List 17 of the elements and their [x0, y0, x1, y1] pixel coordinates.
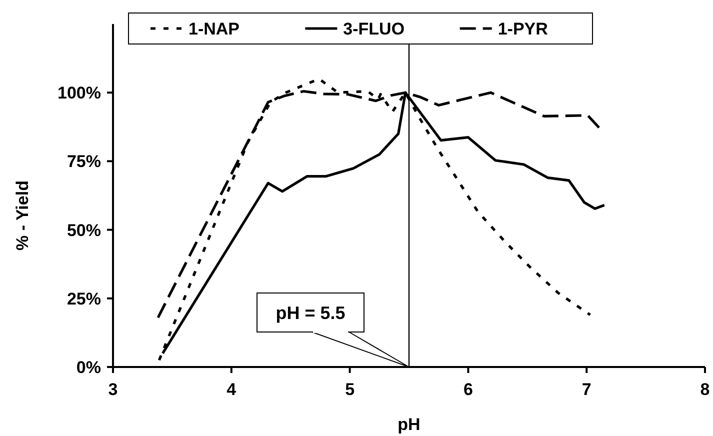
legend-label: 3-FLUO [343, 20, 405, 39]
x-axis-title: pH [398, 415, 420, 434]
x-tick-label: 7 [582, 380, 592, 399]
y-tick-label: 75% [66, 152, 101, 172]
legend-label: 1-PYR [498, 20, 548, 39]
ref-line-label: pH = 5.5 [276, 302, 346, 323]
x-tick-label: 4 [226, 380, 237, 399]
y-tick-label: 50% [66, 220, 101, 240]
x-tick-label: 8 [700, 380, 710, 399]
y-axis-title: % - Yield [13, 180, 32, 250]
x-tick-label: 6 [463, 380, 473, 399]
y-tick-label: 0% [76, 358, 101, 377]
y-tick-label: 25% [66, 289, 101, 308]
x-tick-label: 3 [108, 380, 118, 399]
y-tick-label: 100% [58, 84, 101, 103]
legend-label: 1-NAP [188, 20, 240, 39]
x-tick-label: 5 [345, 380, 355, 399]
